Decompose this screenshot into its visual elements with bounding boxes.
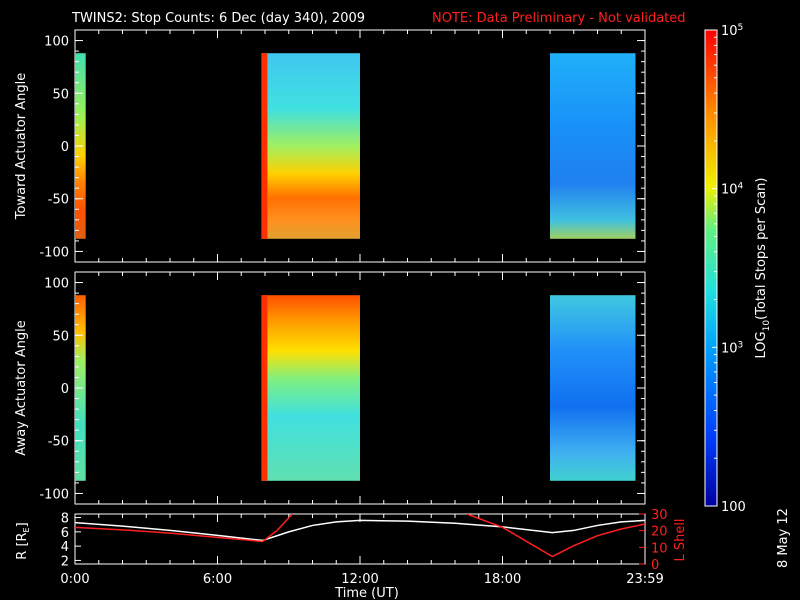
r-ytick-label: 4: [61, 540, 69, 555]
toward-data-block: [550, 53, 636, 239]
toward-ytick-label: -100: [39, 245, 69, 260]
r-series-line: [75, 519, 645, 542]
away-edge-stripe: [261, 295, 268, 481]
away-ylabel: Away Actuator Angle: [14, 320, 29, 455]
colorbar: [704, 29, 718, 507]
away-ytick-label: 0: [61, 382, 69, 397]
x-tick-label: 18:00: [484, 572, 521, 587]
x-tick-label: 23:59: [626, 572, 663, 587]
date-stamp: 8 May 12: [776, 508, 791, 568]
r-ylabel-end: ]: [15, 522, 30, 527]
x-tick-label: 12:00: [341, 572, 378, 587]
away-data-block: [550, 295, 636, 481]
toward-ytick-label: 100: [44, 35, 69, 50]
x-axis-label: Time (UT): [334, 586, 399, 600]
r-ytick-label: 6: [61, 526, 69, 541]
colorbar-label: LOG10(Total Stops per Scan): [754, 178, 772, 359]
r-ytick-label: 8: [61, 512, 69, 527]
figure-title: TWINS2: Stop Counts: 6 Dec (day 340), 20…: [71, 11, 365, 26]
lshell-ytick-label: 0: [651, 558, 659, 573]
colorbar-label-main: LOG: [754, 331, 769, 358]
colorbar-tick-label: 100: [721, 500, 746, 515]
lshell-ylabel: L Shell: [673, 518, 688, 561]
away-ytick-label: 50: [52, 329, 69, 344]
colorbar-tick-label: 103: [721, 340, 743, 356]
lshell-ytick-label: 20: [651, 525, 668, 540]
toward-ytick-label: -50: [48, 193, 69, 208]
x-tick-label: 0:00: [60, 572, 89, 587]
colorbar-tick-label: 104: [721, 182, 744, 198]
preliminary-note: NOTE: Data Preliminary - Not validated: [432, 11, 686, 26]
lshell-series-line: [75, 514, 293, 543]
x-tick-label: 6:00: [203, 572, 232, 587]
toward-ytick-label: 0: [61, 140, 69, 155]
r-ylabel-sub: E: [22, 527, 31, 532]
lshell-series-line-2: [466, 514, 645, 558]
away-ytick-label: -50: [48, 435, 69, 450]
toward-ylabel: Toward Actuator Angle: [14, 73, 29, 220]
lshell-ytick-label: 10: [651, 541, 668, 556]
r-ytick-label: 2: [61, 554, 69, 569]
away-ytick-label: 100: [44, 277, 69, 292]
colorbar-label-sub: 10: [762, 320, 772, 332]
r-ylabel-main: R [R: [15, 532, 30, 559]
away-ytick-label: -100: [39, 487, 69, 502]
colorbar-label-rest: (Total Stops per Scan): [754, 178, 769, 320]
toward-data-block: [261, 53, 360, 239]
away-data-block: [261, 295, 360, 481]
r-ylabel: R [RE]: [15, 522, 31, 559]
toward-ytick-label: 50: [52, 87, 69, 102]
colorbar-tick-label: 105: [721, 23, 743, 39]
toward-edge-stripe: [261, 53, 268, 239]
lshell-ytick-label: 30: [651, 508, 668, 523]
